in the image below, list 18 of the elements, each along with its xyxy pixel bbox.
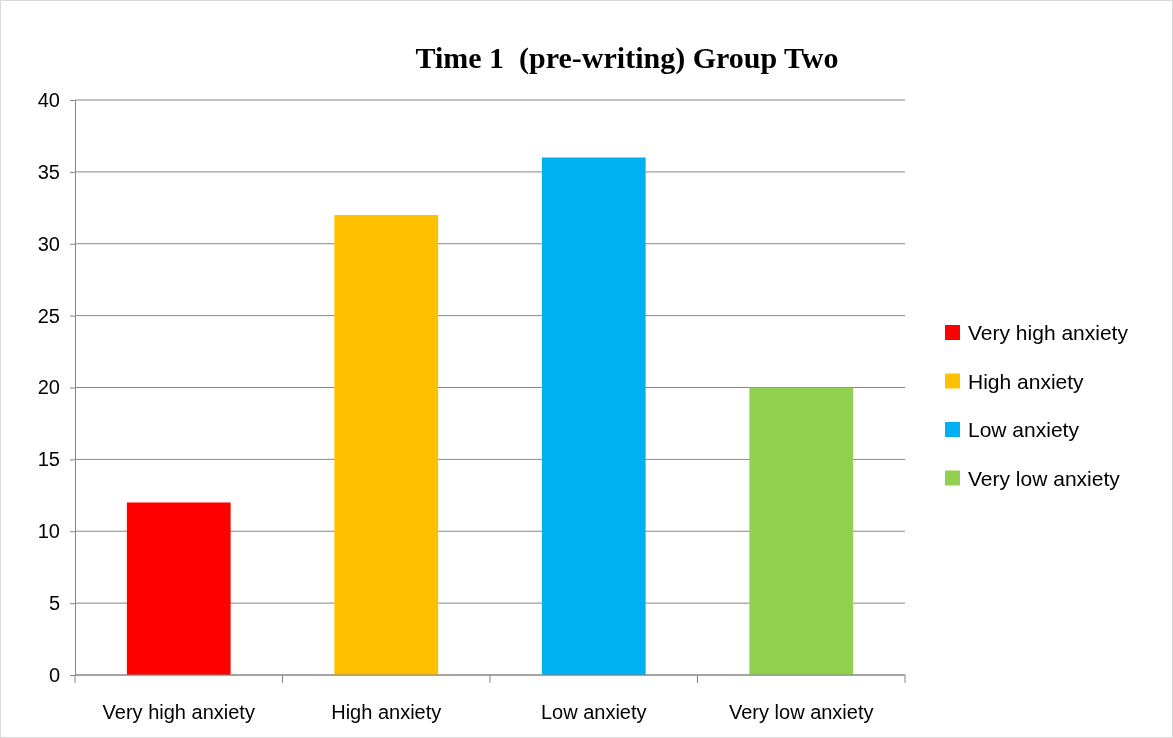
- y-tick-label: 15: [37, 448, 60, 471]
- y-tick-label: 20: [37, 376, 60, 399]
- y-tick-label: 30: [37, 232, 60, 255]
- legend-label: Very low anxiety: [968, 466, 1121, 490]
- y-tick-label: 10: [37, 520, 60, 543]
- x-tick-label: High anxiety: [331, 701, 442, 723]
- x-tick-label: Very low anxiety: [728, 701, 874, 723]
- chart-title: Time 1 (pre-writing) Group Two: [415, 41, 839, 75]
- y-tick-label: 5: [48, 592, 60, 615]
- legend-label: High anxiety: [968, 369, 1085, 393]
- y-tick-label: 25: [37, 304, 60, 327]
- x-tick-label: Low anxiety: [540, 701, 647, 723]
- x-tick-label: Very high anxiety: [102, 701, 255, 723]
- legend-label: Low anxiety: [968, 418, 1080, 441]
- y-tick-label: 35: [37, 160, 60, 183]
- legend-label: Very high anxiety: [968, 321, 1129, 344]
- y-tick-label: 0: [48, 663, 60, 686]
- y-tick-label: 40: [37, 88, 60, 111]
